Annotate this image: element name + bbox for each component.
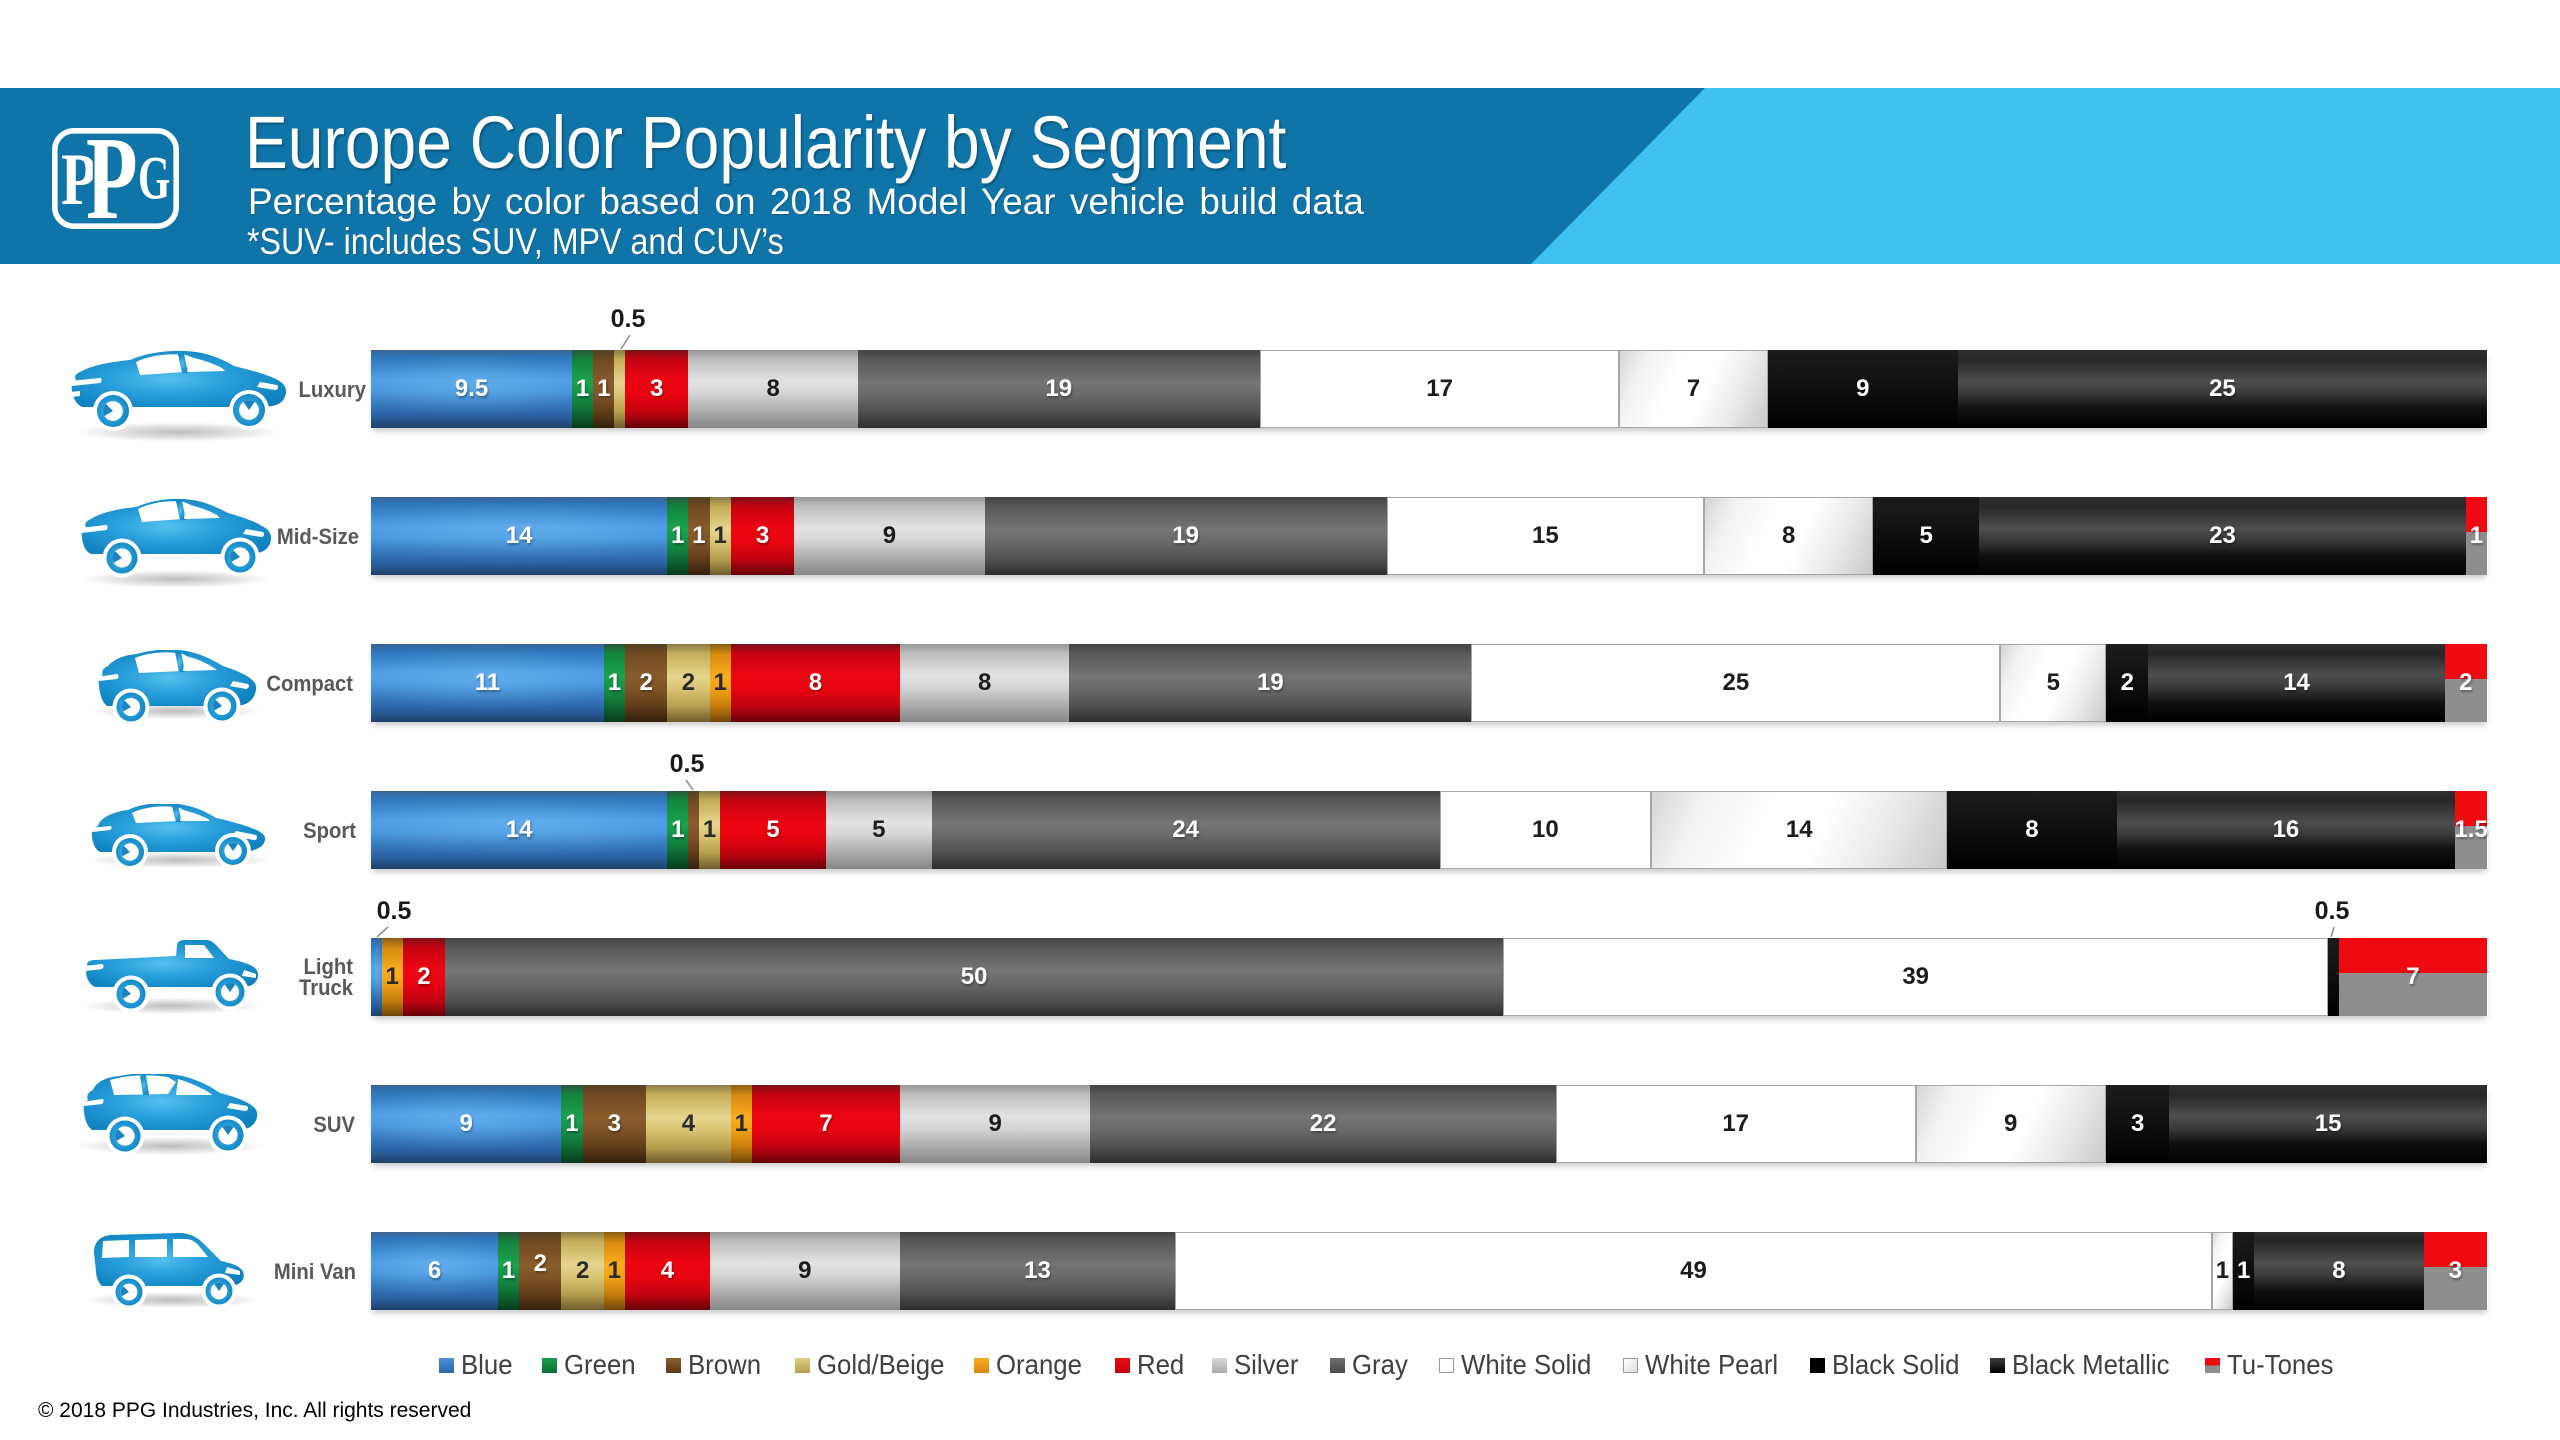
svg-text:P: P	[86, 128, 138, 229]
svg-text:G: G	[138, 146, 170, 213]
svg-text:P: P	[61, 139, 96, 220]
